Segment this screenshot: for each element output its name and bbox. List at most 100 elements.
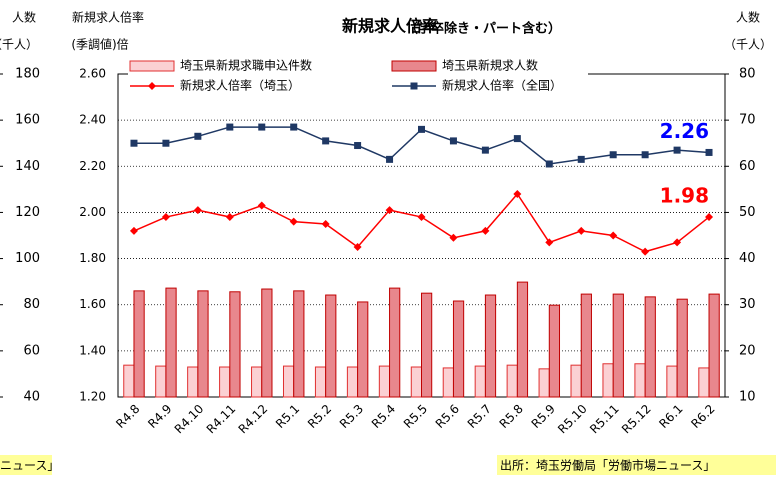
bar [197, 290, 209, 398]
marker [513, 135, 521, 143]
y-tick-label: 2.40 [79, 113, 106, 127]
y-axis-title: 新規求人倍率 [72, 10, 144, 25]
bar [644, 296, 656, 398]
bar [187, 366, 199, 398]
x-tick-label: R5.2 [305, 402, 334, 431]
y-tick-label: 2.20 [79, 159, 106, 173]
note-bg [0, 455, 52, 475]
marker [418, 125, 425, 133]
bar [602, 363, 614, 398]
note-bg [497, 455, 776, 475]
marker [449, 137, 457, 145]
bar [282, 365, 295, 398]
bar [261, 288, 273, 398]
bar [452, 300, 465, 398]
marker [705, 148, 713, 156]
bar [325, 294, 337, 398]
bar [421, 292, 433, 398]
legend-swatch [391, 60, 437, 72]
marker [545, 238, 554, 247]
data-label: 2.26 [660, 119, 709, 143]
bar [219, 366, 231, 398]
marker [129, 226, 138, 235]
bar [506, 364, 518, 398]
y-tick-label: 2.00 [79, 205, 106, 219]
bar [293, 290, 305, 398]
x-tick-label: R4.12 [236, 402, 271, 437]
y3-tick-label: 80 [23, 297, 40, 312]
y3-tick-label: 40 [23, 390, 40, 405]
bar [229, 291, 241, 398]
y-tick-label: 2.60 [79, 67, 106, 81]
marker [577, 226, 586, 235]
marker [194, 132, 202, 140]
y2-tick-label: 60 [739, 159, 756, 174]
marker [257, 201, 266, 210]
y-axis-title: (季調値)倍 [71, 37, 128, 52]
y2-axis-title: （千人） [724, 38, 772, 52]
chart-title: 新規求人倍率 [342, 17, 438, 36]
legend-marker [148, 82, 156, 90]
note: ニュース」 [0, 459, 59, 473]
y-tick-label: 1.80 [79, 251, 106, 265]
bar [123, 364, 135, 398]
bar [389, 287, 401, 398]
x-tick-label: R5.6 [433, 402, 462, 431]
bar [548, 304, 561, 398]
marker [321, 219, 330, 228]
x-tick-label: R5.5 [401, 402, 430, 431]
y3-axis-title: （千人） [0, 38, 38, 52]
y3-tick-label: 100 [15, 251, 40, 266]
y2-tick-label: 10 [739, 390, 756, 405]
y-tick-label: 1.60 [79, 297, 106, 311]
y-tick-label: 1.40 [79, 343, 106, 357]
x-tick-label: R4.11 [204, 402, 239, 437]
marker [609, 151, 617, 159]
marker [641, 247, 650, 256]
x-tick-label: R6.2 [688, 402, 717, 431]
y2-axis-title: 人数 [736, 10, 760, 25]
marker [513, 189, 522, 198]
bar [484, 294, 497, 398]
legend-label: 埼玉県新規求人数 [442, 58, 538, 73]
y2-tick-label: 20 [739, 343, 756, 358]
bar [442, 367, 454, 398]
bar [251, 366, 263, 398]
marker [290, 123, 298, 131]
marker [481, 226, 490, 235]
y2-tick-label: 40 [739, 251, 756, 266]
marker [705, 213, 714, 222]
bar [314, 366, 327, 398]
bar [346, 366, 359, 398]
marker [162, 139, 170, 147]
y2-tick-label: 50 [739, 205, 756, 220]
x-tick-label: R4.10 [172, 402, 207, 437]
y3-tick-label: 120 [15, 205, 40, 220]
x-tick-label: R5.3 [337, 402, 366, 431]
bar [155, 365, 167, 398]
marker [226, 123, 234, 131]
marker [449, 233, 458, 242]
marker [386, 155, 394, 163]
chart-subtitle: （学卒除き・パート含む） [405, 21, 561, 37]
legend-swatch [129, 60, 175, 72]
x-tick-label: R5.9 [529, 402, 558, 431]
line [133, 192, 710, 253]
marker [481, 146, 489, 154]
marker [258, 123, 266, 131]
bar [357, 301, 369, 398]
bar [570, 364, 582, 398]
x-tick-label: R5.4 [369, 402, 398, 431]
marker [545, 160, 553, 168]
bar [634, 363, 646, 398]
marker [673, 146, 681, 154]
bar [580, 293, 592, 398]
legend-label: 埼玉県新規求職申込件数 [180, 58, 312, 73]
x-tick-label: R6.1 [656, 402, 685, 431]
marker [289, 217, 298, 226]
x-tick-label: R5.1 [273, 402, 302, 431]
legend-label: 新規求人倍率（埼玉） [180, 78, 300, 93]
x-tick-label: R5.11 [587, 402, 622, 437]
marker [193, 206, 202, 215]
x-tick-label: R5.10 [555, 402, 590, 437]
